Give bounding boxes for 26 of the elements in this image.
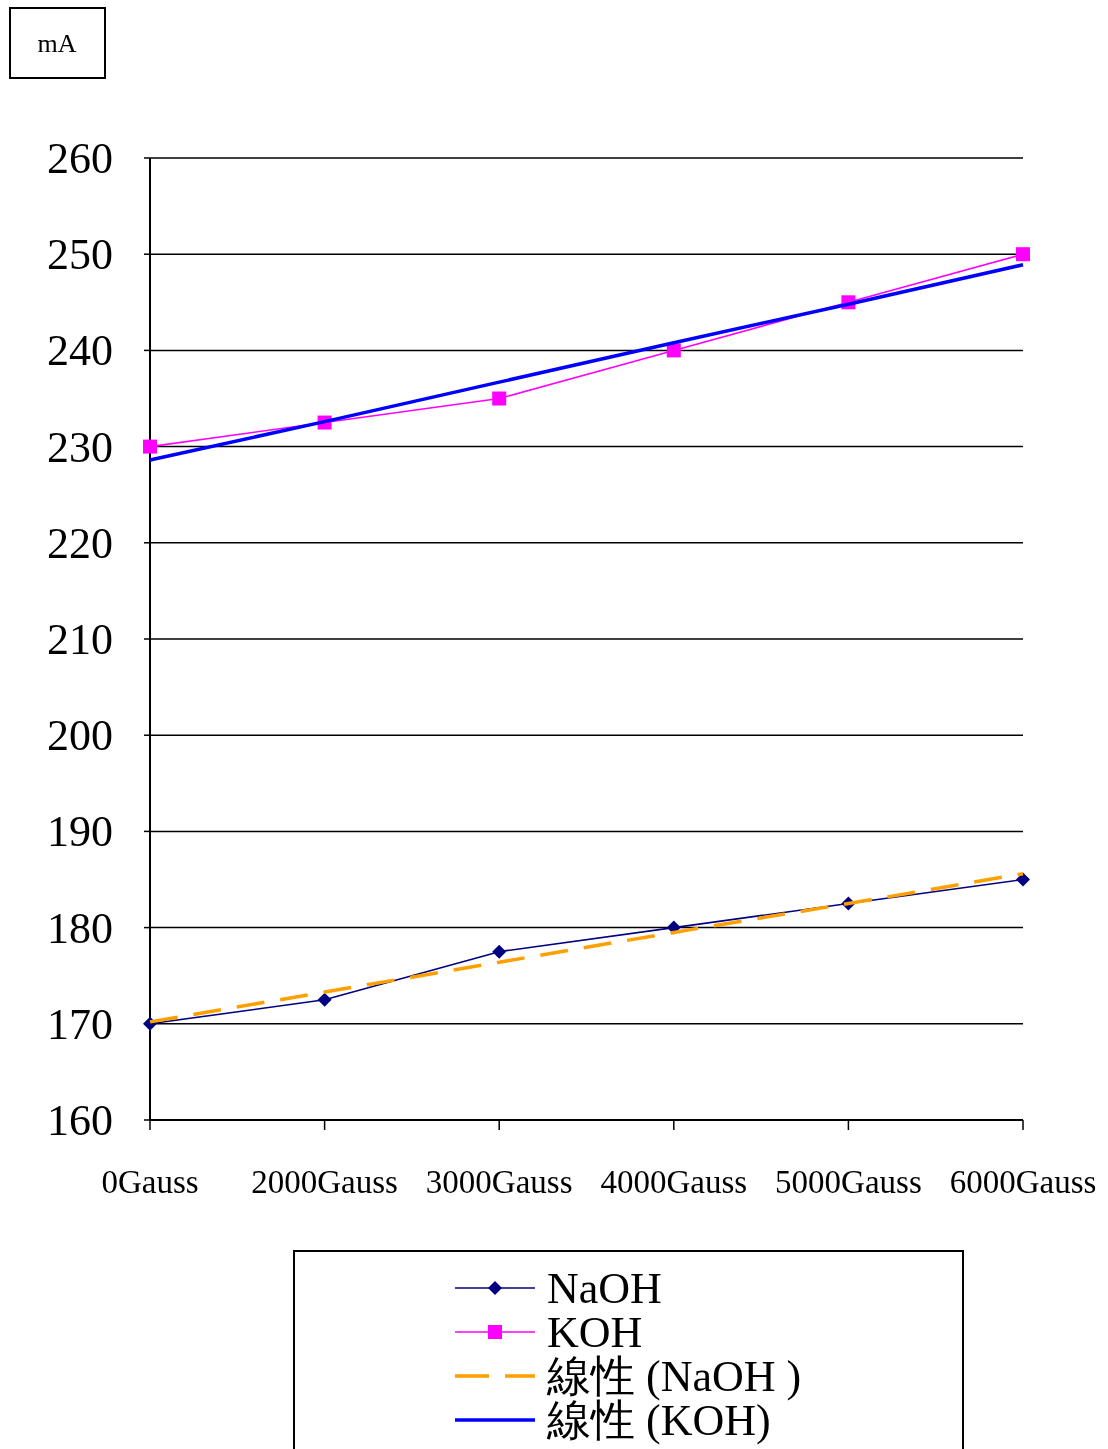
y-tick-label: 230	[47, 422, 113, 472]
y-tick-label: 260	[47, 134, 113, 183]
x-tick-label: 2000Gauss	[251, 1164, 398, 1200]
y-tick-label: 200	[47, 711, 113, 761]
y-tick-label: 160	[47, 1096, 113, 1145]
point	[317, 992, 332, 1007]
y-tick-label: 240	[47, 326, 113, 376]
point	[1016, 872, 1030, 887]
point	[1016, 247, 1030, 262]
ylabel: mA	[9, 7, 106, 79]
y-tick-label: 190	[47, 807, 113, 857]
point	[492, 944, 507, 959]
legend-label: NaOH	[547, 1264, 662, 1313]
y-tick-label: 210	[47, 615, 113, 664]
x-tick-label: 6000Gauss	[949, 1164, 1097, 1200]
y-axis-title: mA	[37, 29, 77, 58]
y-tick-label: 220	[47, 518, 113, 568]
y-tick-label: 180	[47, 903, 113, 953]
x-tick-label: 4000Gauss	[600, 1164, 748, 1200]
y-tick-label: 170	[47, 999, 113, 1049]
x-tick-label: 0Gauss	[101, 1164, 199, 1200]
point	[492, 391, 507, 406]
point	[143, 439, 157, 454]
x-tick-label: 5000Gauss	[775, 1164, 922, 1200]
x-tick-label: 3000Gauss	[425, 1164, 573, 1200]
y-tick-label: 250	[47, 230, 113, 280]
